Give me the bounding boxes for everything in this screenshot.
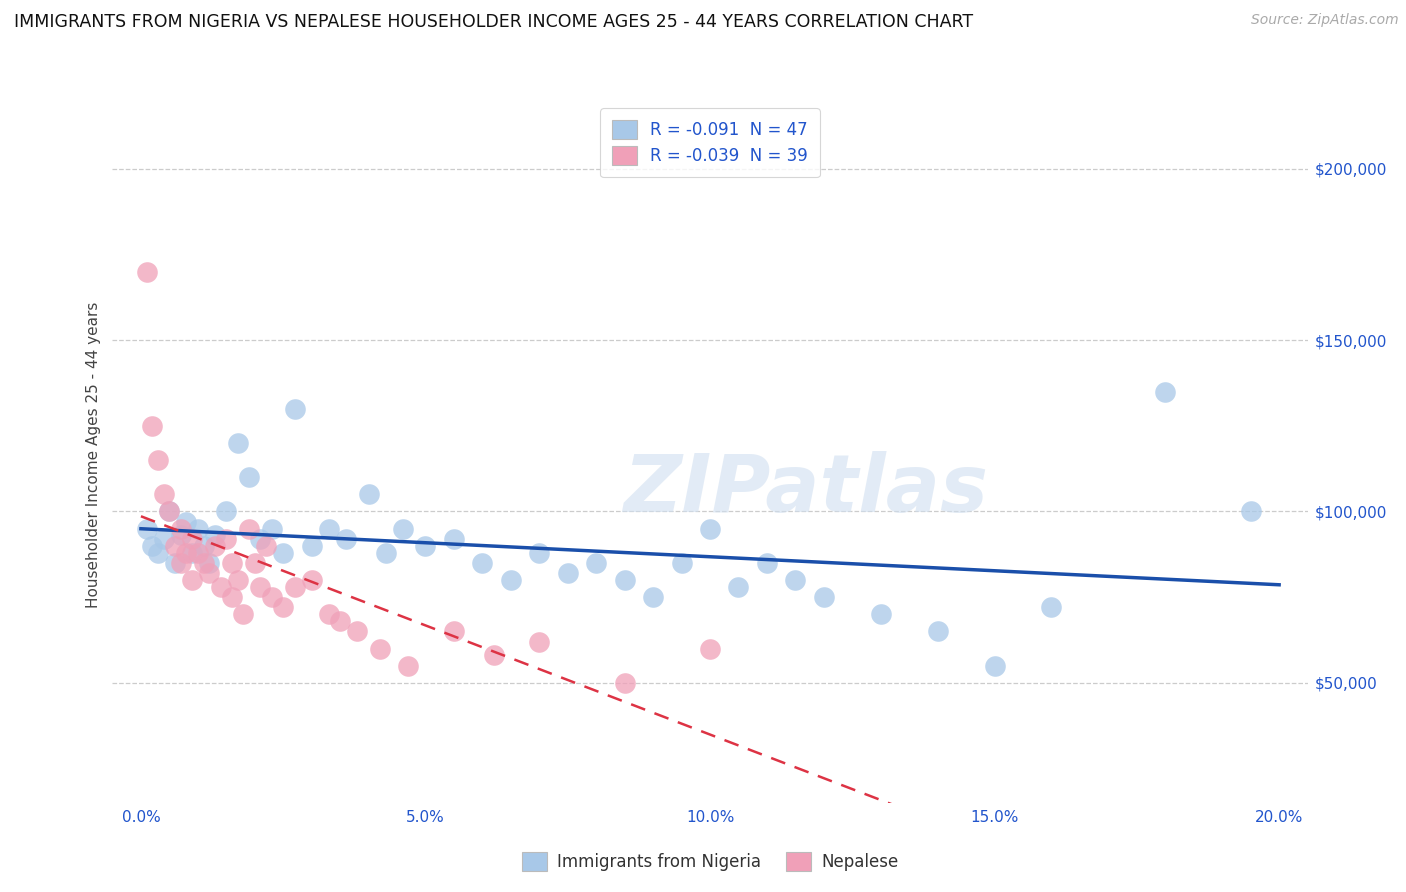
Point (260, 590, 283, 604)
Point (176, 546, 198, 560)
Point (471, 556, 494, 570)
Point (271, 600, 294, 615)
Point (391, 522, 413, 536)
Point (368, 641, 391, 656)
Point (187, 546, 209, 560)
Point (157, 504, 180, 518)
Point (238, 470, 260, 484)
Point (146, 453, 169, 467)
Point (1240, 504, 1263, 518)
Point (585, 556, 607, 570)
Point (284, 401, 307, 416)
Point (318, 607, 340, 622)
Point (346, 624, 368, 639)
Point (157, 504, 180, 518)
Point (181, 573, 204, 587)
Point (613, 573, 636, 587)
Point (374, 546, 396, 560)
Point (170, 522, 193, 536)
Point (271, 546, 294, 560)
Point (529, 634, 551, 648)
Point (146, 546, 169, 560)
Point (443, 624, 465, 639)
Point (215, 504, 238, 518)
Point (193, 556, 215, 570)
Point (221, 556, 243, 570)
Point (135, 264, 157, 278)
Point (443, 532, 465, 546)
Point (499, 573, 522, 587)
Point (204, 539, 226, 553)
Point (198, 566, 221, 581)
Point (357, 487, 380, 501)
Point (284, 580, 307, 594)
Point (181, 546, 204, 560)
Point (415, 539, 437, 553)
Point (165, 539, 187, 553)
Text: Source: ZipAtlas.com: Source: ZipAtlas.com (1251, 13, 1399, 28)
Point (869, 607, 891, 622)
Point (329, 614, 352, 628)
Text: ZIPatlas: ZIPatlas (623, 450, 988, 529)
Point (226, 573, 249, 587)
Point (301, 573, 323, 587)
Point (482, 648, 505, 663)
Point (141, 539, 163, 553)
Point (152, 487, 174, 501)
Point (243, 556, 266, 570)
Point (181, 532, 204, 546)
Legend: Immigrants from Nigeria, Nepalese: Immigrants from Nigeria, Nepalese (515, 846, 905, 878)
Point (204, 528, 226, 542)
Point (557, 566, 579, 581)
Point (198, 556, 221, 570)
Point (1154, 384, 1177, 399)
Point (165, 556, 187, 570)
Point (249, 580, 271, 594)
Point (335, 532, 357, 546)
Point (755, 556, 778, 570)
Point (396, 658, 419, 673)
Y-axis label: Householder Income Ages 25 - 44 years: Householder Income Ages 25 - 44 years (86, 301, 101, 608)
Point (785, 573, 807, 587)
Point (1040, 600, 1063, 615)
Point (254, 539, 277, 553)
Point (209, 580, 232, 594)
Point (232, 607, 254, 622)
Point (170, 528, 193, 542)
Point (226, 436, 249, 450)
Point (135, 522, 157, 536)
Point (813, 590, 835, 604)
Point (193, 539, 215, 553)
Point (699, 641, 721, 656)
Point (983, 658, 1005, 673)
Point (529, 546, 551, 560)
Point (643, 590, 665, 604)
Point (141, 418, 163, 433)
Point (221, 590, 243, 604)
Point (727, 580, 749, 594)
Point (699, 522, 721, 536)
Point (260, 522, 283, 536)
Point (238, 522, 260, 536)
Point (301, 539, 323, 553)
Point (318, 522, 340, 536)
Point (927, 624, 949, 639)
Text: IMMIGRANTS FROM NIGERIA VS NEPALESE HOUSEHOLDER INCOME AGES 25 - 44 YEARS CORREL: IMMIGRANTS FROM NIGERIA VS NEPALESE HOUS… (14, 13, 973, 31)
Point (671, 556, 693, 570)
Point (187, 522, 209, 536)
Point (176, 515, 198, 529)
Point (215, 532, 238, 546)
Point (249, 532, 271, 546)
Point (170, 556, 193, 570)
Point (613, 676, 636, 690)
Point (152, 532, 174, 546)
